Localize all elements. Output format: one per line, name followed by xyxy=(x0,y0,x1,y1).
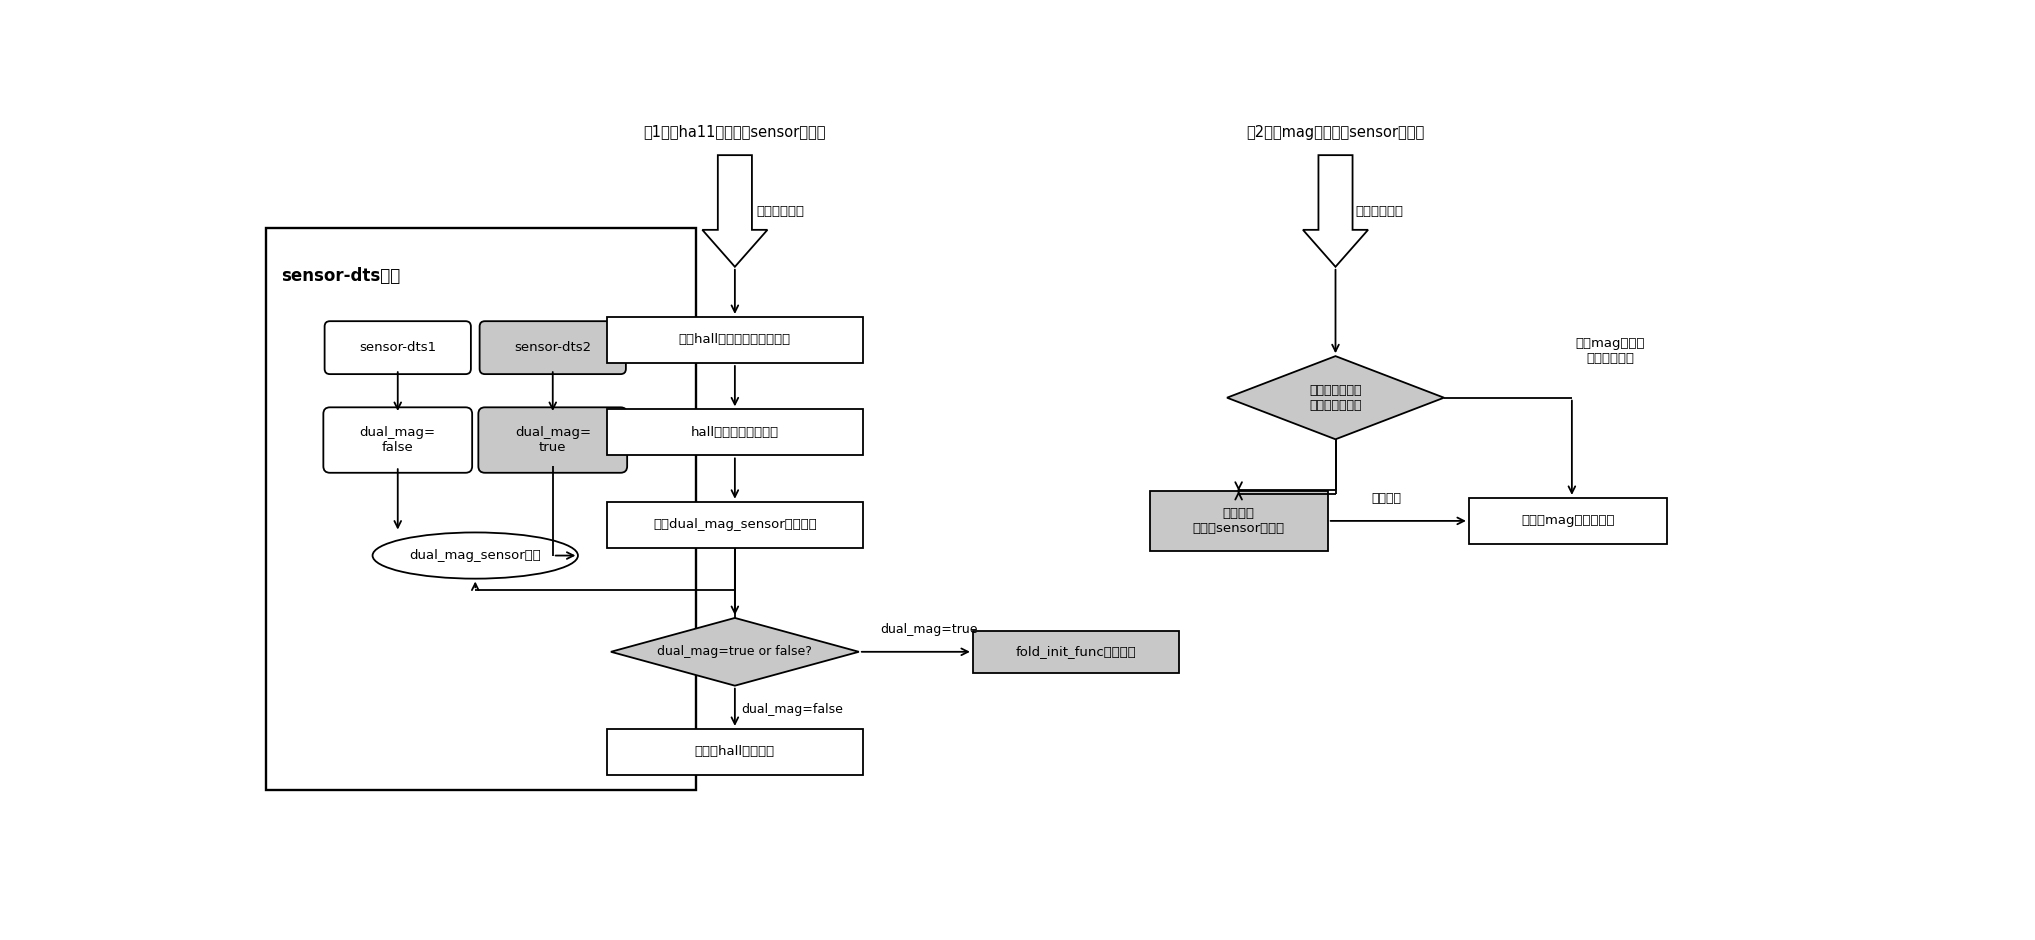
FancyBboxPatch shape xyxy=(1150,491,1327,551)
Text: fold_init_func接口函数: fold_init_func接口函数 xyxy=(1015,645,1136,658)
Text: 收到通知: 收到通知 xyxy=(1372,493,1400,506)
FancyBboxPatch shape xyxy=(324,407,472,473)
FancyBboxPatch shape xyxy=(606,728,863,775)
Text: dual_mag=false: dual_mag=false xyxy=(741,703,842,716)
Polygon shape xyxy=(610,618,859,685)
Text: 等待通知
（保存sensor指针）: 等待通知 （保存sensor指针） xyxy=(1193,507,1284,535)
Text: 第一驱动执行: 第一驱动执行 xyxy=(757,205,804,218)
Text: 是否有两种器件
的注册配置信息: 是否有两种器件 的注册配置信息 xyxy=(1309,384,1361,412)
Text: sensor-dts2: sensor-dts2 xyxy=(515,341,592,354)
Text: 第2路：mag器件闭合sensor初始化: 第2路：mag器件闭合sensor初始化 xyxy=(1245,124,1424,139)
Text: dual_mag_sensor节点: dual_mag_sensor节点 xyxy=(409,549,541,562)
Text: 执行对hall器件注册: 执行对hall器件注册 xyxy=(694,745,775,759)
Text: sensor-dts1: sensor-dts1 xyxy=(360,341,435,354)
Text: dual_mag=
false: dual_mag= false xyxy=(360,426,435,454)
FancyBboxPatch shape xyxy=(606,502,863,548)
Text: dual_mag=true or false?: dual_mag=true or false? xyxy=(657,645,812,658)
FancyBboxPatch shape xyxy=(326,321,470,374)
Text: 获取dual_mag_sensor节点信息: 获取dual_mag_sensor节点信息 xyxy=(653,518,816,531)
FancyBboxPatch shape xyxy=(1469,498,1667,544)
Polygon shape xyxy=(702,155,767,267)
FancyBboxPatch shape xyxy=(606,409,863,456)
Text: 执行对mag器件的注册: 执行对mag器件的注册 xyxy=(1522,514,1614,527)
Text: dual_mag=true: dual_mag=true xyxy=(881,623,979,636)
FancyBboxPatch shape xyxy=(480,321,627,374)
Text: sensor-dts配置: sensor-dts配置 xyxy=(281,267,401,285)
Ellipse shape xyxy=(372,532,578,579)
Polygon shape xyxy=(1302,155,1368,267)
Text: hall器件电源状态配置: hall器件电源状态配置 xyxy=(690,426,779,439)
Text: 获取hall器件的注册配置信息: 获取hall器件的注册配置信息 xyxy=(680,334,792,347)
Polygon shape xyxy=(1227,356,1445,439)
Text: dual_mag=
true: dual_mag= true xyxy=(515,426,590,454)
FancyBboxPatch shape xyxy=(606,317,863,363)
Text: 第1路：ha11器件闭合sensor初始化: 第1路：ha11器件闭合sensor初始化 xyxy=(643,124,826,139)
FancyBboxPatch shape xyxy=(267,228,696,791)
Text: 第二驱动执行: 第二驱动执行 xyxy=(1355,205,1402,218)
Text: 仅有mag器件的
注册配置信息: 仅有mag器件的 注册配置信息 xyxy=(1575,337,1646,366)
FancyBboxPatch shape xyxy=(478,407,627,473)
FancyBboxPatch shape xyxy=(973,631,1178,673)
